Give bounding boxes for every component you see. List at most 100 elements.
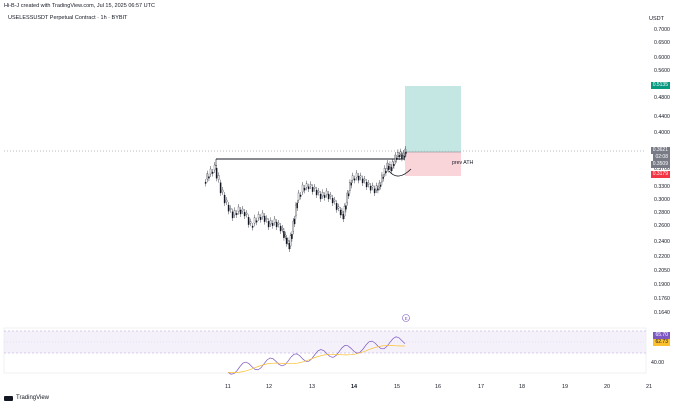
candle — [235, 213, 238, 215]
candle — [267, 221, 270, 228]
candle — [401, 154, 403, 159]
candle — [387, 165, 390, 170]
candle — [361, 178, 364, 184]
stop-zone[interactable] — [405, 152, 461, 176]
price-tick: 0.4800 — [654, 95, 670, 101]
rsi-ma-badge: 62.73 — [653, 339, 670, 346]
candle — [315, 189, 318, 196]
candle — [398, 155, 401, 158]
candle — [247, 217, 250, 225]
event-marker-icon[interactable] — [402, 314, 410, 322]
candle — [261, 212, 264, 217]
candle — [333, 199, 336, 202]
candle — [399, 151, 402, 155]
candle — [386, 162, 389, 169]
candle — [287, 240, 289, 242]
rsi-level-label: 40.00 — [651, 360, 664, 366]
time-tick: 20 — [604, 384, 610, 390]
candle — [305, 183, 308, 188]
candle — [229, 208, 232, 210]
candle — [321, 192, 324, 197]
candle — [389, 164, 391, 167]
price-tick: 0.2200 — [654, 254, 670, 260]
candle — [359, 175, 362, 178]
tradingview-brand-text: TradingView — [16, 395, 50, 401]
event-marker-label: E — [405, 316, 408, 321]
candle — [283, 231, 285, 238]
time-tick: 18 — [519, 384, 525, 390]
candle — [355, 172, 358, 178]
candle — [343, 206, 346, 217]
price-tick: 0.2600 — [654, 223, 670, 229]
candle — [342, 213, 345, 220]
candle — [353, 178, 356, 181]
stop-badge: 0.3179 — [650, 171, 670, 178]
price-tick: 0.3000 — [654, 197, 670, 203]
price-tick: 0.4400 — [654, 114, 670, 120]
candle — [373, 188, 376, 194]
candle — [331, 197, 334, 204]
time-tick: 15 — [394, 384, 400, 390]
price-axis: 0.7000 0.6500 0.6000 0.5600 0.4800 0.4400 0.40… — [654, 27, 670, 316]
candle — [257, 214, 260, 219]
candle — [382, 176, 385, 179]
candle — [367, 182, 370, 185]
candle — [365, 181, 368, 188]
candle — [208, 176, 210, 179]
tradingview-logo-icon — [4, 395, 13, 401]
candle — [206, 173, 209, 180]
candle — [405, 151, 407, 154]
candle — [296, 202, 299, 209]
candle — [204, 181, 207, 184]
time-tick: 13 — [309, 384, 315, 390]
candle — [391, 161, 394, 169]
candle — [213, 164, 216, 171]
candle — [253, 217, 256, 224]
candle — [345, 205, 347, 210]
candle — [289, 235, 292, 247]
candle — [209, 168, 212, 175]
candle — [227, 204, 230, 212]
candle — [221, 189, 224, 193]
tradingview-logo[interactable]: TradingView — [4, 395, 49, 401]
candle — [337, 206, 340, 209]
candle — [265, 218, 268, 220]
currency-label: USDT — [649, 16, 664, 22]
time-tick: 21 — [646, 384, 652, 390]
candle — [346, 192, 349, 203]
candle — [319, 193, 322, 200]
candle — [377, 188, 379, 191]
candle — [275, 221, 278, 228]
symbol-title: USELESSUSDT Perpetual Contract · 1h · BY… — [8, 15, 128, 21]
price-tick: 0.5600 — [654, 68, 670, 74]
candle — [378, 182, 381, 188]
countdown-badge: 02:08 — [653, 154, 670, 161]
time-tick: 14 — [351, 384, 358, 390]
candle — [237, 206, 240, 212]
credit-text: Hi-B-J created with TradingView.com, Jul… — [4, 3, 155, 9]
candle — [281, 227, 284, 230]
candle — [395, 157, 398, 160]
curve-annotation — [388, 168, 412, 177]
target-zone[interactable] — [405, 86, 461, 152]
candle — [271, 223, 274, 226]
candle — [385, 171, 387, 173]
price-tick: 0.1640 — [654, 310, 670, 316]
candle — [288, 243, 291, 250]
target-badge: 0.5135 — [650, 82, 670, 89]
candle — [299, 194, 302, 197]
time-tick: 17 — [478, 384, 484, 390]
price-tick: 0.3300 — [654, 184, 670, 190]
candle — [341, 210, 343, 213]
candle — [403, 155, 406, 158]
candle — [243, 211, 246, 217]
candle — [219, 182, 222, 194]
price-tick: 0.4000 — [654, 130, 670, 136]
candle — [215, 167, 218, 179]
price-pane[interactable] — [4, 26, 646, 322]
candle — [239, 209, 242, 215]
candle — [303, 187, 306, 191]
candle — [349, 182, 351, 191]
candle — [379, 184, 382, 187]
